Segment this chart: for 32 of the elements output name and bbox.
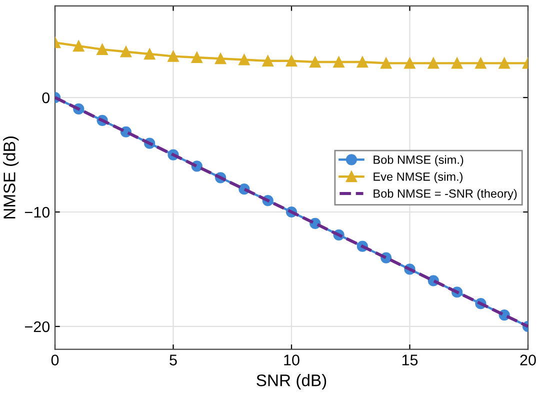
- legend-label: Bob NMSE = -SNR (theory): [374, 189, 517, 200]
- x-tick-label: 10: [284, 354, 300, 366]
- point: [214, 53, 226, 64]
- legend-label: Bob NMSE (sim.): [374, 155, 464, 166]
- y-tick-label: −20: [24, 321, 50, 332]
- y-tick-label: −10: [24, 206, 50, 218]
- x-tick-label: 5: [170, 354, 177, 366]
- x-axis-title: SNR (dB): [256, 374, 326, 390]
- point: [428, 58, 439, 69]
- legend-label: Eve NMSE (sim.): [374, 172, 462, 184]
- x-tick-label: 20: [520, 354, 536, 366]
- point: [356, 56, 368, 68]
- point: [498, 58, 510, 69]
- y-tick-label: 0: [42, 92, 50, 104]
- point: [96, 44, 108, 56]
- point: [286, 55, 298, 66]
- point: [262, 55, 274, 66]
- point: [191, 52, 202, 64]
- point: [380, 58, 392, 69]
- y-axis-title: NMSE (dB): [3, 136, 19, 218]
- point: [404, 58, 416, 69]
- point: [120, 46, 132, 58]
- point: [168, 50, 179, 62]
- point: [73, 40, 84, 52]
- point: [333, 56, 344, 68]
- x-tick-label: 15: [402, 354, 418, 366]
- point: [310, 56, 321, 68]
- point: [144, 48, 156, 60]
- point: [451, 58, 463, 69]
- x-tick-label: 0: [51, 354, 59, 366]
- point: [475, 58, 486, 69]
- point: [238, 54, 250, 66]
